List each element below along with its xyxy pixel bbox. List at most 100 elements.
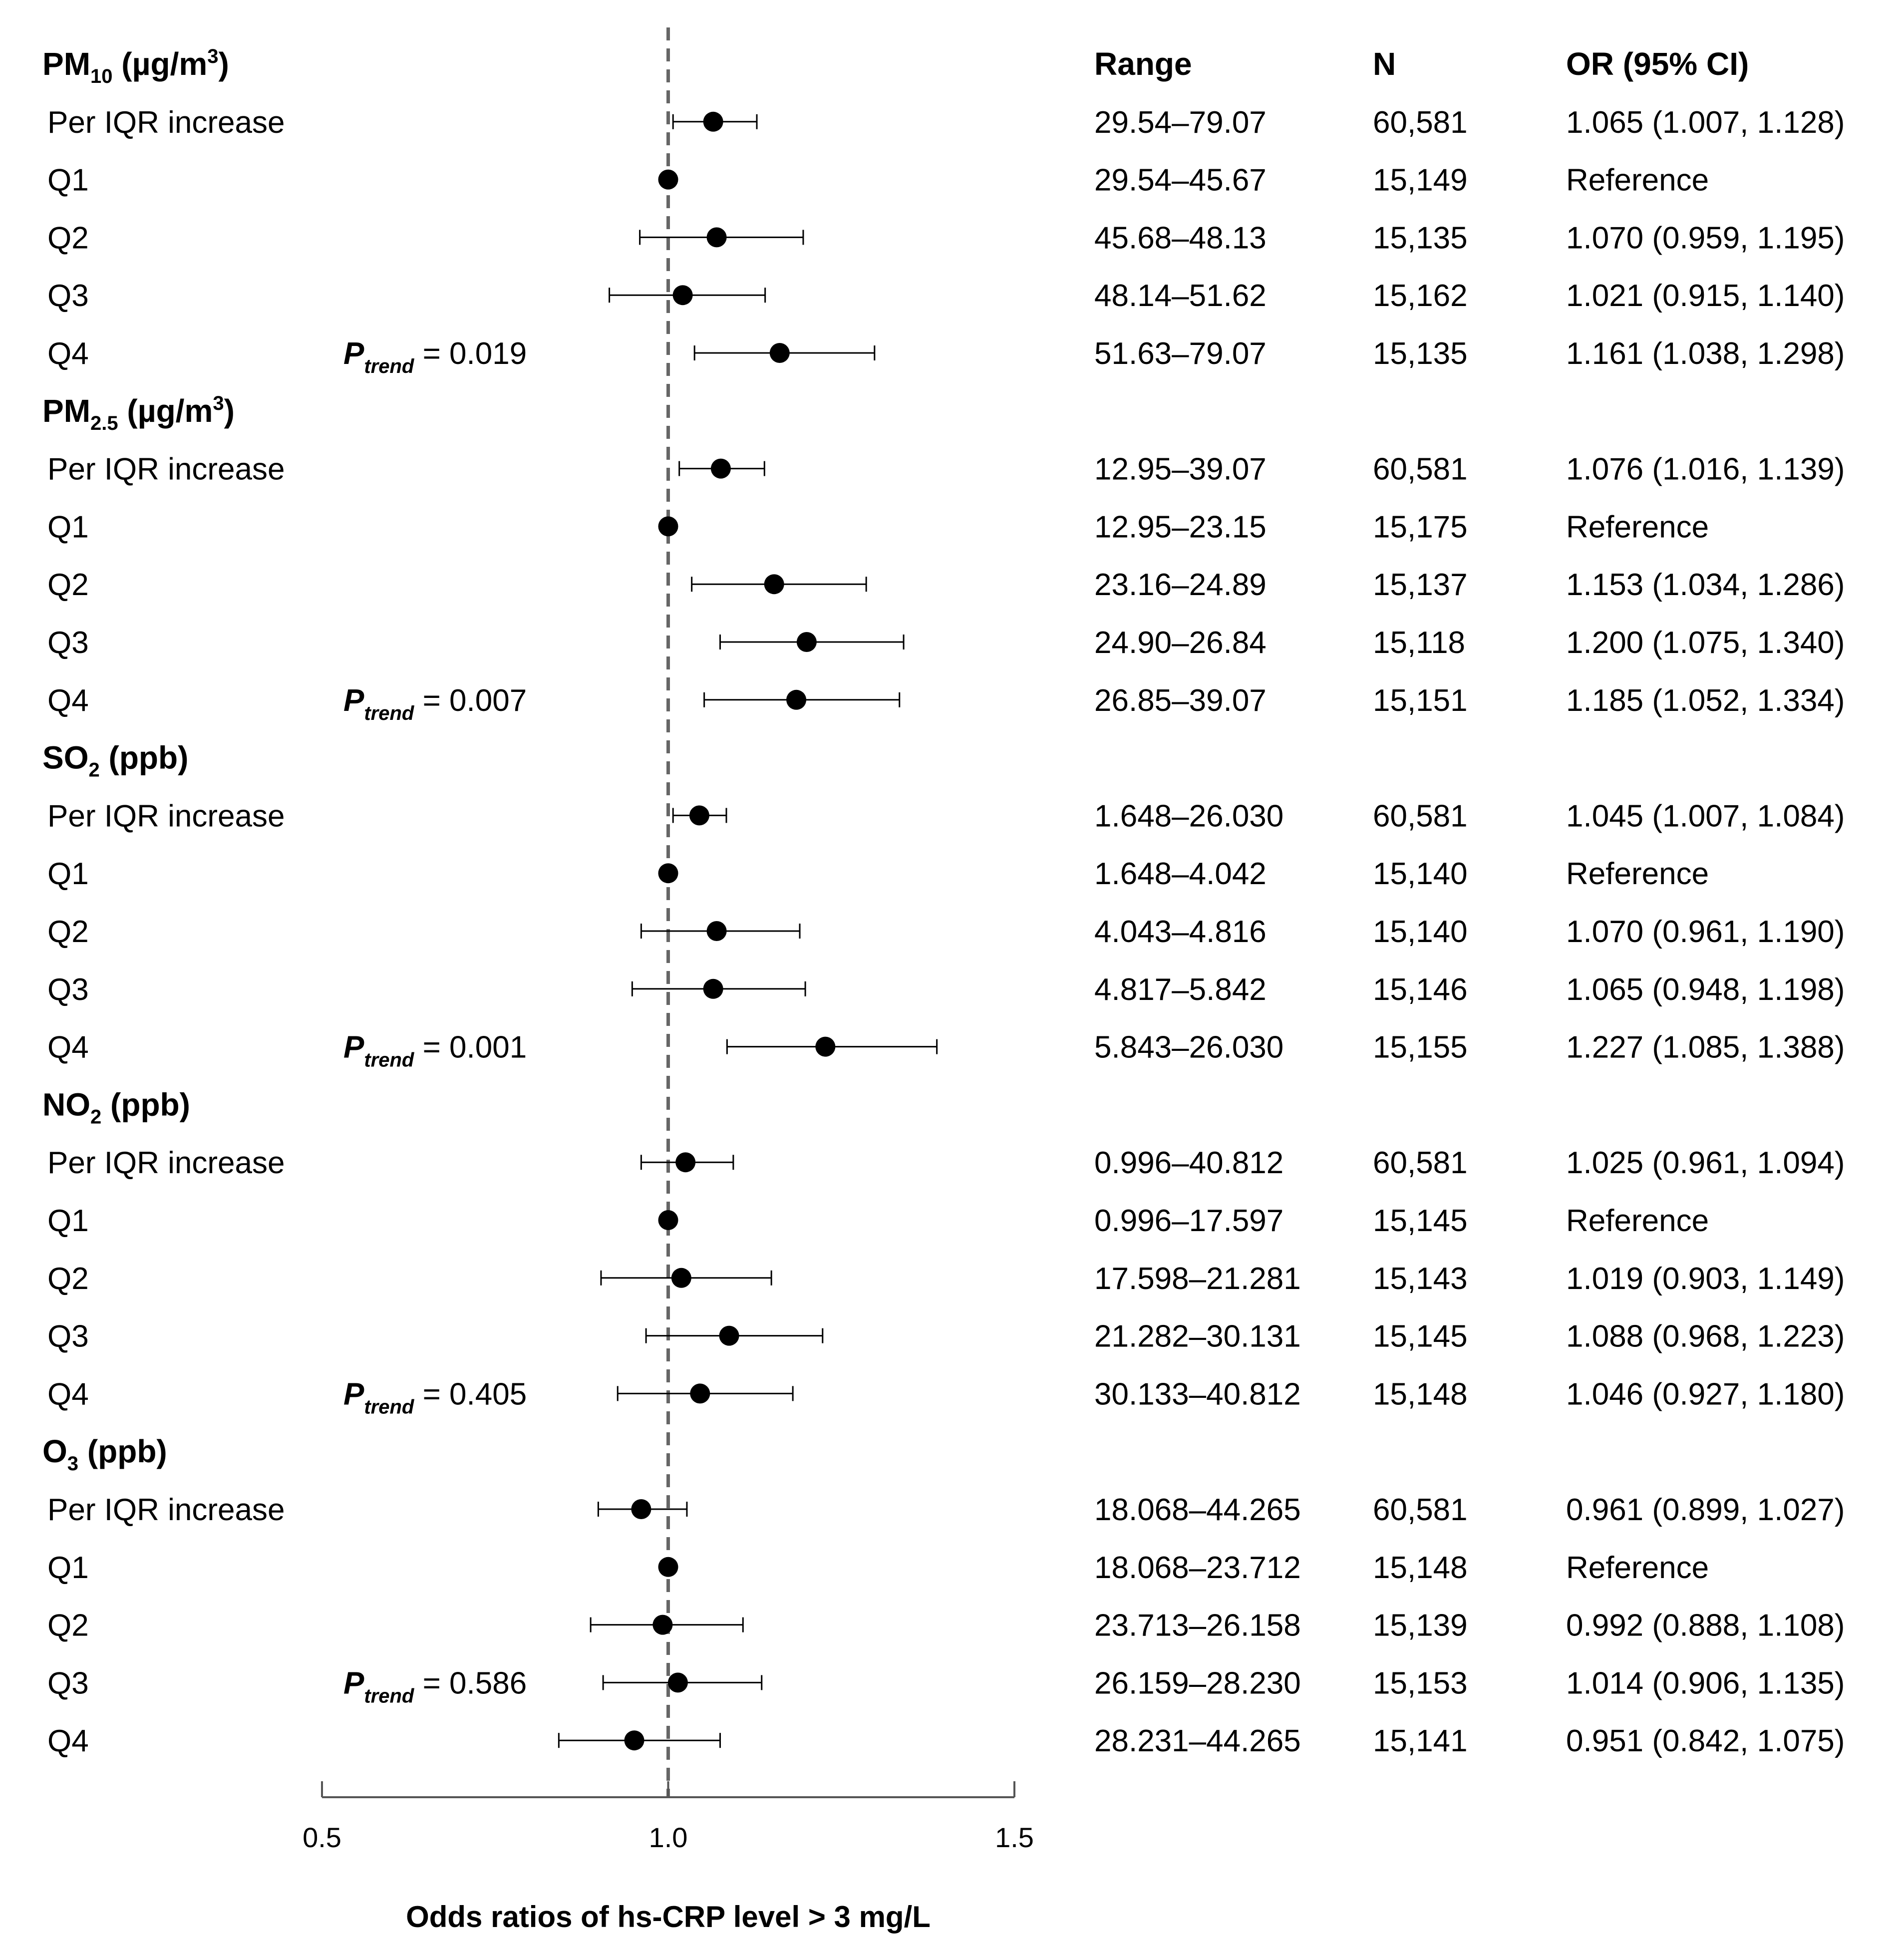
row-label: Q1 bbox=[47, 1204, 89, 1238]
range-value: 23.16–24.89 bbox=[1094, 568, 1267, 602]
p-trend-value: = 0.007 bbox=[414, 683, 527, 718]
row-label: Q4 bbox=[47, 1377, 89, 1411]
n-value: 15,145 bbox=[1373, 1204, 1468, 1238]
or-point bbox=[672, 285, 693, 306]
group-title-superscript: 3 bbox=[213, 392, 224, 414]
or-ci-value: 0.961 (0.899, 1.027) bbox=[1566, 1493, 1845, 1527]
or-ci-value: 1.153 (1.034, 1.286) bbox=[1566, 568, 1845, 602]
n-value: 15,153 bbox=[1373, 1666, 1468, 1700]
or-point bbox=[631, 1499, 651, 1519]
range-value: 26.85–39.07 bbox=[1094, 683, 1267, 718]
n-value: 15,175 bbox=[1373, 510, 1468, 544]
or-ci-value: 1.014 (0.906, 1.135) bbox=[1566, 1666, 1845, 1700]
p-trend-symbol: P bbox=[343, 336, 364, 371]
range-value: 4.043–4.816 bbox=[1094, 915, 1267, 949]
forest-rows: PM10 (µg/m3)Per IQR increase 29.54–79.07 6… bbox=[42, 45, 1845, 1758]
n-value: 15,137 bbox=[1373, 568, 1468, 602]
group-title-subscript: 10 bbox=[90, 65, 113, 87]
row-label: Q1 bbox=[47, 1551, 89, 1585]
or-point bbox=[658, 1557, 678, 1577]
or-point bbox=[786, 689, 807, 710]
row-label: Q3 bbox=[47, 626, 89, 660]
row-label: Q4 bbox=[47, 683, 89, 718]
or-point bbox=[658, 863, 678, 884]
p-trend-value: = 0.586 bbox=[414, 1666, 527, 1700]
x-tick-label: 1.0 bbox=[649, 1822, 688, 1853]
n-value: 60,581 bbox=[1373, 799, 1468, 833]
group-title-text: PM bbox=[42, 393, 90, 429]
or-ci-value: Reference bbox=[1566, 1551, 1709, 1585]
n-value: 60,581 bbox=[1373, 1493, 1468, 1527]
or-column-header: OR (95% CI) bbox=[1566, 46, 1749, 82]
row-label: Q4 bbox=[47, 1724, 89, 1758]
row-label: Q1 bbox=[47, 510, 89, 544]
range-value: 29.54–79.07 bbox=[1094, 105, 1267, 140]
or-ci-value: 1.185 (1.052, 1.334) bbox=[1566, 683, 1845, 718]
group-title: NO2 (ppb) bbox=[42, 1086, 190, 1128]
n-value: 15,140 bbox=[1373, 857, 1468, 891]
or-point bbox=[719, 1325, 739, 1346]
p-trend-label: Ptrend = 0.019 bbox=[343, 336, 527, 377]
or-ci-value: 1.045 (1.007, 1.084) bbox=[1566, 799, 1845, 833]
n-column-header: N bbox=[1373, 46, 1396, 82]
p-trend-subscript: trend bbox=[364, 1396, 415, 1418]
range-value: 12.95–39.07 bbox=[1094, 452, 1267, 487]
range-value: 1.648–26.030 bbox=[1094, 799, 1283, 833]
n-value: 60,581 bbox=[1373, 105, 1468, 140]
n-value: 15,140 bbox=[1373, 915, 1468, 949]
p-trend-label: Ptrend = 0.405 bbox=[343, 1377, 527, 1418]
n-value: 60,581 bbox=[1373, 452, 1468, 487]
n-value: 60,581 bbox=[1373, 1146, 1468, 1180]
or-point bbox=[703, 978, 723, 999]
range-value: 23.713–26.158 bbox=[1094, 1609, 1301, 1643]
group-title-unit: (µg/m bbox=[113, 46, 208, 82]
p-trend-symbol: P bbox=[343, 1666, 364, 1700]
row-label: Q3 bbox=[47, 1666, 89, 1700]
row-label: Per IQR increase bbox=[47, 1146, 285, 1180]
n-value: 15,162 bbox=[1373, 279, 1468, 313]
range-value: 0.996–40.812 bbox=[1094, 1146, 1283, 1180]
n-value: 15,135 bbox=[1373, 221, 1468, 255]
p-trend-value: = 0.001 bbox=[414, 1030, 527, 1065]
or-point bbox=[710, 458, 731, 479]
p-trend-label: Ptrend = 0.001 bbox=[343, 1030, 527, 1071]
or-point bbox=[764, 574, 784, 595]
p-trend-label: Ptrend = 0.586 bbox=[343, 1666, 527, 1707]
or-point bbox=[689, 805, 709, 826]
or-point bbox=[658, 1210, 678, 1230]
p-trend-label: Ptrend = 0.007 bbox=[343, 683, 527, 724]
range-value: 48.14–51.62 bbox=[1094, 279, 1267, 313]
p-trend-subscript: trend bbox=[364, 702, 415, 724]
row-label: Q2 bbox=[47, 1262, 89, 1296]
or-ci-value: 1.076 (1.016, 1.139) bbox=[1566, 452, 1845, 487]
range-value: 28.231–44.265 bbox=[1094, 1724, 1301, 1758]
range-column-header: Range bbox=[1094, 46, 1192, 82]
n-value: 15,155 bbox=[1373, 1030, 1468, 1065]
range-value: 45.68–48.13 bbox=[1094, 221, 1267, 255]
row-label: Q2 bbox=[47, 221, 89, 255]
or-point bbox=[675, 1152, 696, 1173]
row-label: Q4 bbox=[47, 336, 89, 371]
range-value: 51.63–79.07 bbox=[1094, 336, 1267, 371]
column-headers: Range N OR (95% CI) bbox=[1094, 46, 1749, 82]
group-title-subscript: 2.5 bbox=[90, 412, 118, 434]
or-ci-value: 0.951 (0.842, 1.075) bbox=[1566, 1724, 1845, 1758]
range-value: 26.159–28.230 bbox=[1094, 1666, 1301, 1700]
x-axis-ticks: 0.5 1.0 1.5 bbox=[303, 1781, 1034, 1853]
range-value: 30.133–40.812 bbox=[1094, 1377, 1301, 1411]
p-trend-subscript: trend bbox=[364, 1049, 415, 1071]
or-point bbox=[769, 343, 790, 363]
group-title-superscript: 3 bbox=[207, 45, 218, 67]
or-ci-value: 1.046 (0.927, 1.180) bbox=[1566, 1377, 1845, 1411]
p-trend-value: = 0.405 bbox=[414, 1377, 527, 1411]
row-label: Per IQR increase bbox=[47, 799, 285, 833]
or-point bbox=[690, 1383, 710, 1404]
group-title-unit: (µg/m bbox=[118, 393, 213, 429]
or-point bbox=[652, 1615, 673, 1635]
range-value: 5.843–26.030 bbox=[1094, 1030, 1283, 1065]
row-label: Q3 bbox=[47, 1319, 89, 1354]
row-label: Q3 bbox=[47, 279, 89, 313]
row-label: Per IQR increase bbox=[47, 1493, 285, 1527]
p-trend-subscript: trend bbox=[364, 355, 415, 377]
n-value: 15,135 bbox=[1373, 336, 1468, 371]
